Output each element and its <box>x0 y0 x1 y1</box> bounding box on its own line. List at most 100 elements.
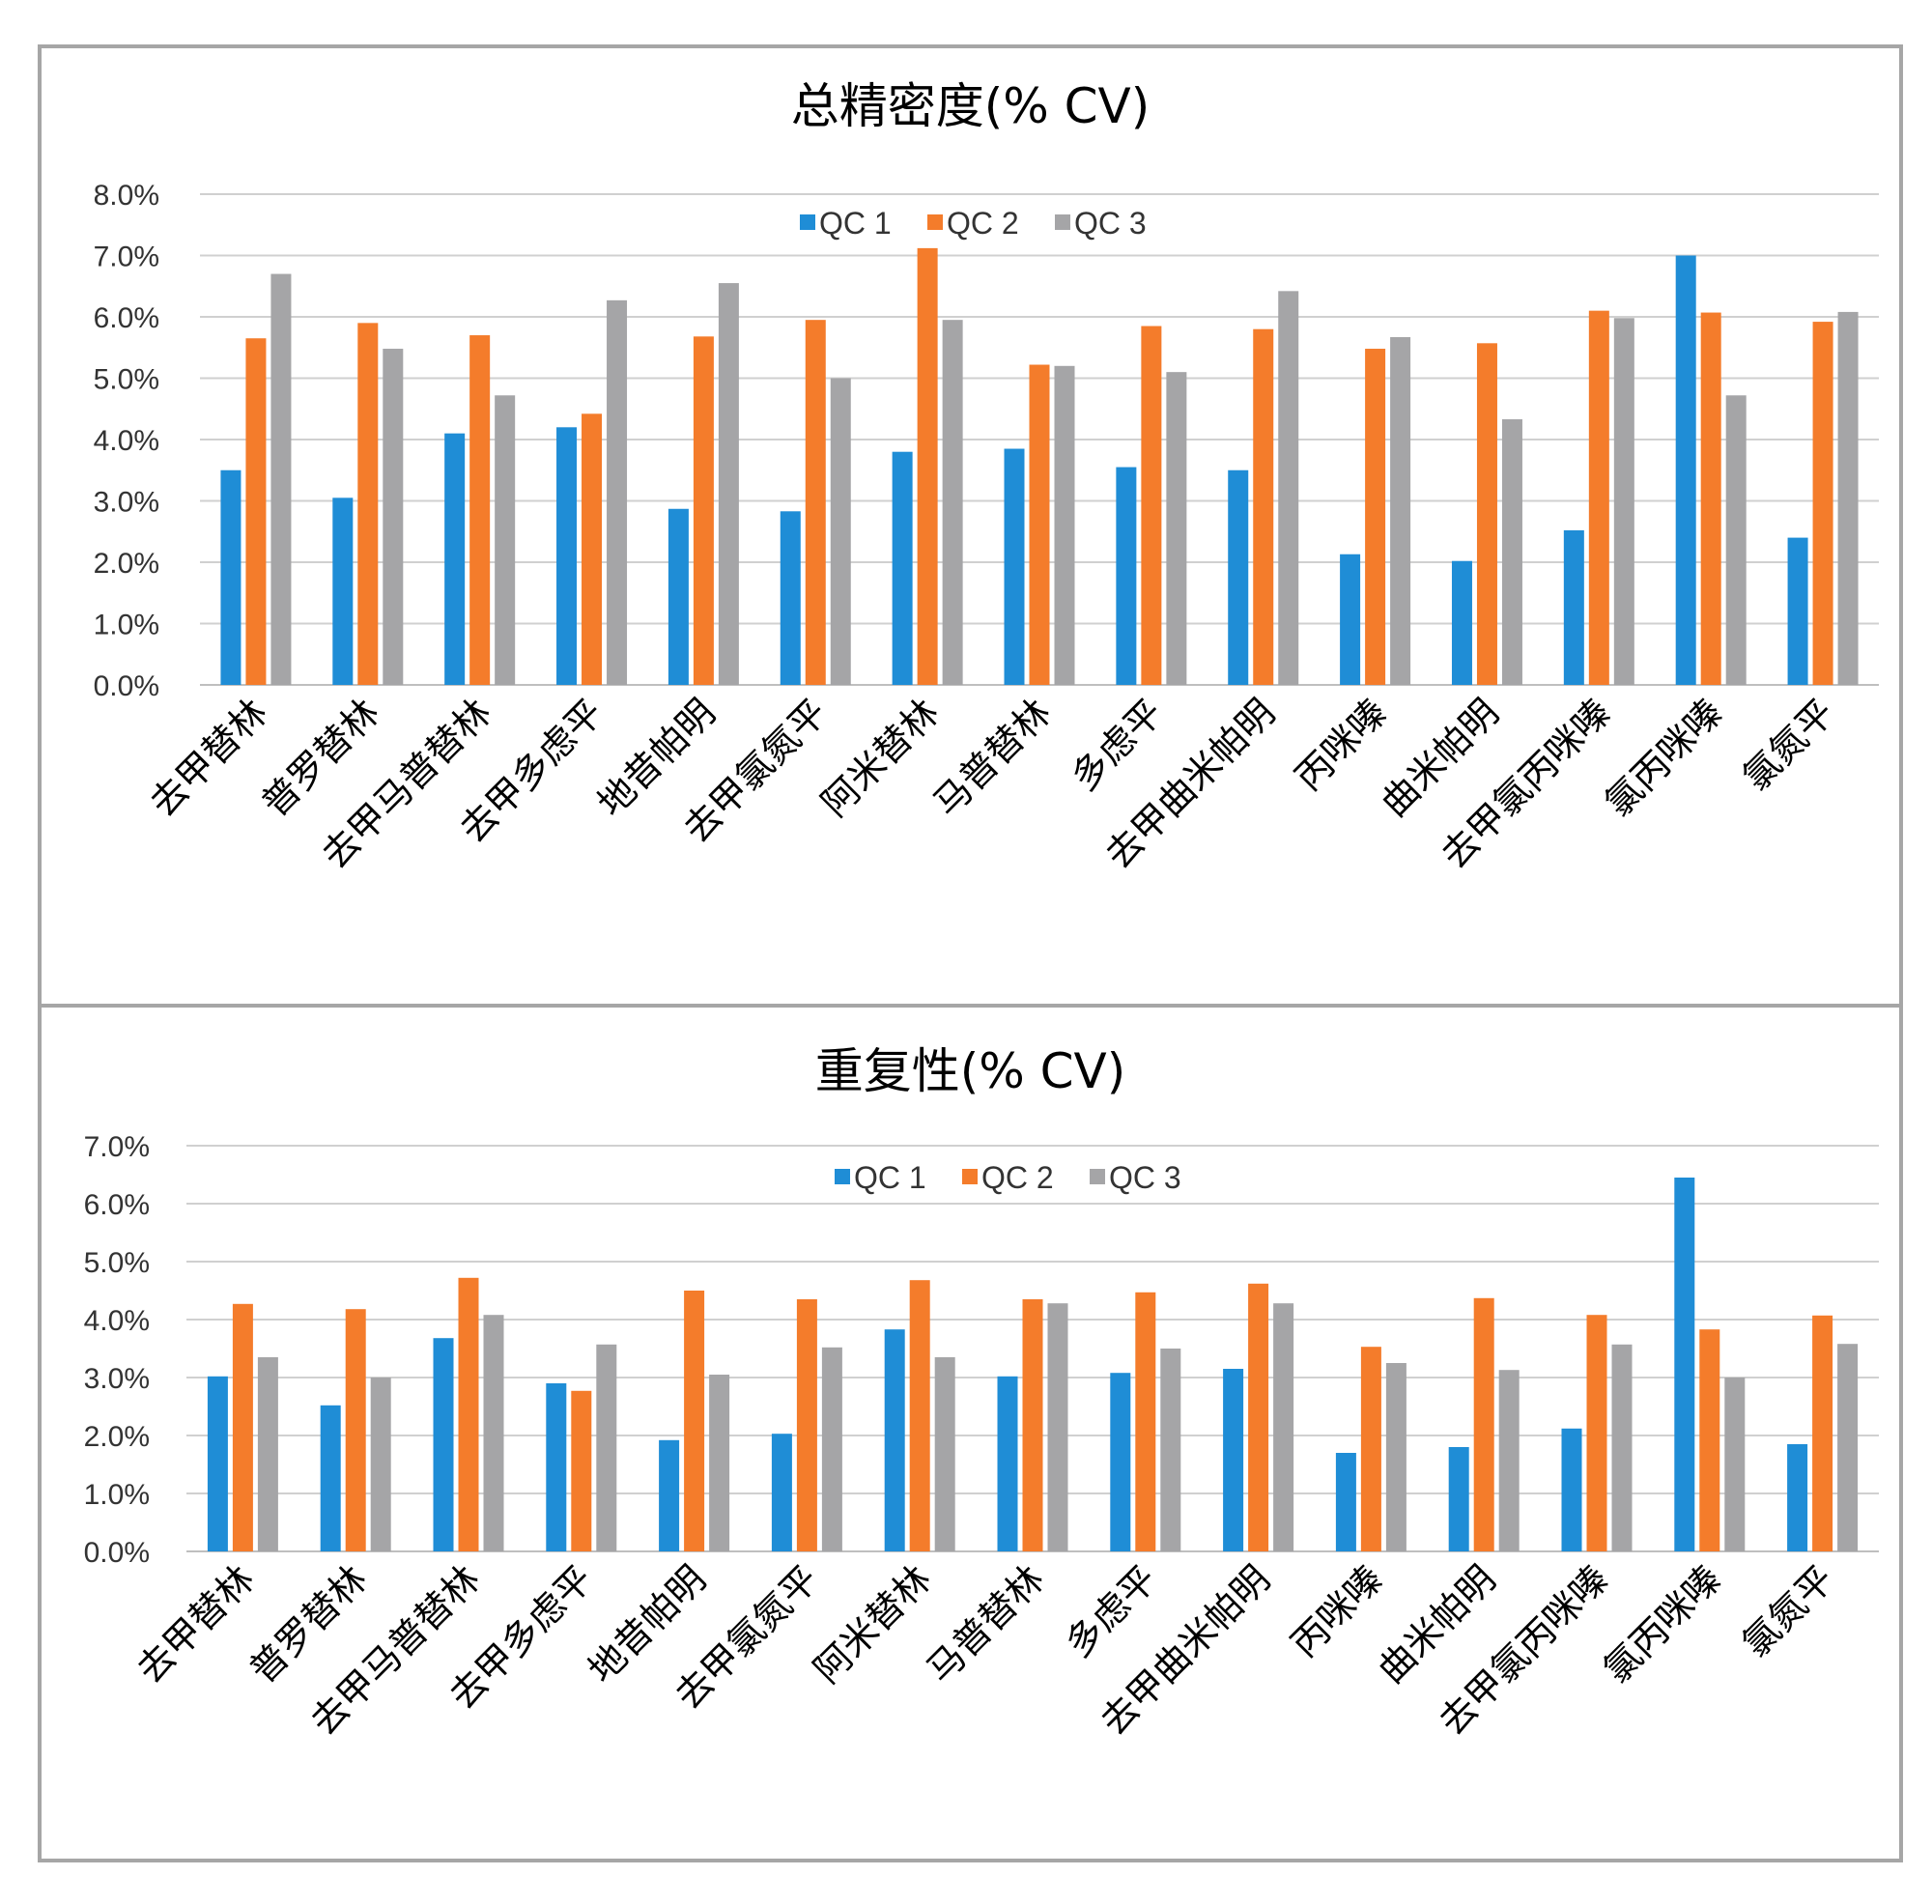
x-category-label: 去甲替林 <box>128 1557 263 1691</box>
y-tick-label: 7.0% <box>84 1131 150 1163</box>
bar-qc2 <box>1812 1315 1833 1551</box>
bar-qc3 <box>1278 291 1299 685</box>
bar-qc2 <box>1700 312 1721 685</box>
x-category-label: 阿米替林 <box>806 1557 940 1691</box>
bar-qc2 <box>582 413 603 685</box>
bar-qc1 <box>1223 1369 1244 1551</box>
legend-label: QC 2 <box>981 1160 1054 1195</box>
bar-qc1 <box>1116 467 1137 685</box>
bar-qc2 <box>1022 1299 1043 1551</box>
bar-qc3 <box>596 1344 617 1551</box>
bar-qc3 <box>1166 372 1187 685</box>
legend-label: QC 1 <box>854 1160 926 1195</box>
bar-qc2 <box>1473 1297 1494 1551</box>
bar-qc1 <box>1787 1444 1808 1551</box>
bar-chart-repeatability: 0.0%1.0%2.0%3.0%4.0%5.0%6.0%7.0%去甲替林普罗替林… <box>84 1131 1879 1744</box>
bar-qc2 <box>458 1277 479 1551</box>
bar-qc3 <box>1160 1349 1181 1551</box>
legend-label: QC 2 <box>947 206 1019 241</box>
bar-qc2 <box>469 335 491 685</box>
bar-qc3 <box>1273 1303 1294 1551</box>
legend-swatch <box>927 214 943 230</box>
y-tick-label: 6.0% <box>94 302 159 334</box>
bar-qc3 <box>257 1357 278 1551</box>
bar-qc3 <box>383 349 404 685</box>
bar-qc2 <box>909 1280 930 1551</box>
bar-qc2 <box>1253 328 1274 685</box>
bar-qc1 <box>668 508 689 685</box>
bar-qc2 <box>1135 1292 1156 1551</box>
bar-qc1 <box>1448 1447 1469 1551</box>
legend-label: QC 3 <box>1109 1160 1181 1195</box>
bar-qc3 <box>934 1357 955 1551</box>
bar-qc1 <box>220 469 242 685</box>
bar-qc1 <box>207 1376 228 1551</box>
bar-qc1 <box>884 1329 905 1551</box>
bar-qc2 <box>805 320 826 685</box>
y-tick-label: 8.0% <box>94 180 159 212</box>
bar-qc2 <box>1248 1283 1269 1551</box>
bar-qc2 <box>1588 310 1609 685</box>
bar-qc3 <box>1498 1370 1520 1551</box>
y-tick-label: 1.0% <box>94 610 159 641</box>
bar-qc3 <box>370 1378 391 1551</box>
bar-qc3 <box>607 299 628 685</box>
bar-qc3 <box>495 395 516 685</box>
bar-qc1 <box>1675 255 1696 685</box>
bar-qc1 <box>1561 1428 1582 1551</box>
y-tick-label: 4.0% <box>94 425 159 457</box>
legend-label: QC 3 <box>1074 206 1147 241</box>
bar-qc3 <box>1054 365 1075 685</box>
y-tick-label: 3.0% <box>94 487 159 519</box>
y-tick-label: 6.0% <box>84 1189 150 1221</box>
y-tick-label: 0.0% <box>94 670 159 702</box>
x-category-label: 丙咪嗪 <box>1287 691 1395 799</box>
bar-qc1 <box>892 451 913 685</box>
bar-qc2 <box>693 336 714 685</box>
bar-qc3 <box>942 320 963 685</box>
bar-qc3 <box>718 283 739 685</box>
bar-qc2 <box>232 1303 253 1551</box>
bar-qc2 <box>1699 1329 1720 1551</box>
bar-qc3 <box>1725 395 1747 685</box>
bar-qc3 <box>830 378 851 685</box>
y-tick-label: 3.0% <box>84 1363 150 1395</box>
x-category-label: 马普替林 <box>919 1557 1053 1691</box>
bar-qc2 <box>1812 322 1833 685</box>
bar-qc3 <box>1385 1363 1406 1551</box>
bar-qc1 <box>1335 1453 1356 1551</box>
bar-qc1 <box>332 497 354 685</box>
bar-qc1 <box>1340 554 1361 685</box>
bar-qc3 <box>821 1347 842 1551</box>
y-tick-label: 2.0% <box>84 1421 150 1453</box>
y-tick-label: 7.0% <box>94 242 159 273</box>
legend-swatch <box>1055 214 1070 230</box>
bar-qc1 <box>1004 448 1025 685</box>
bar-qc3 <box>483 1315 504 1551</box>
x-category-label: 去甲替林 <box>142 691 276 825</box>
legend-swatch <box>835 1169 850 1184</box>
bar-qc3 <box>1501 419 1522 685</box>
bar-qc1 <box>433 1338 454 1551</box>
chart-title: 重复性(% CV) <box>814 1043 1126 1099</box>
legend-swatch <box>800 214 815 230</box>
x-category-label: 多虑平 <box>1057 1557 1165 1665</box>
legend-swatch <box>962 1169 978 1184</box>
bar-qc1 <box>771 1434 792 1551</box>
y-tick-label: 5.0% <box>84 1247 150 1279</box>
bar-qc3 <box>1390 336 1411 685</box>
bar-qc2 <box>245 338 267 685</box>
bar-qc1 <box>546 1383 567 1551</box>
x-category-label: 阿米替林 <box>813 691 948 825</box>
bar-qc2 <box>1476 343 1497 685</box>
bar-qc1 <box>1674 1178 1695 1551</box>
x-category-label: 多虑平 <box>1063 691 1171 799</box>
bar-qc1 <box>659 1439 680 1551</box>
bar-qc2 <box>1365 349 1386 685</box>
bar-qc3 <box>1837 311 1859 685</box>
y-tick-label: 2.0% <box>94 548 159 580</box>
bar-qc2 <box>796 1299 817 1551</box>
bar-qc2 <box>357 323 379 685</box>
bar-qc2 <box>1029 364 1050 685</box>
bar-qc3 <box>1611 1344 1633 1551</box>
